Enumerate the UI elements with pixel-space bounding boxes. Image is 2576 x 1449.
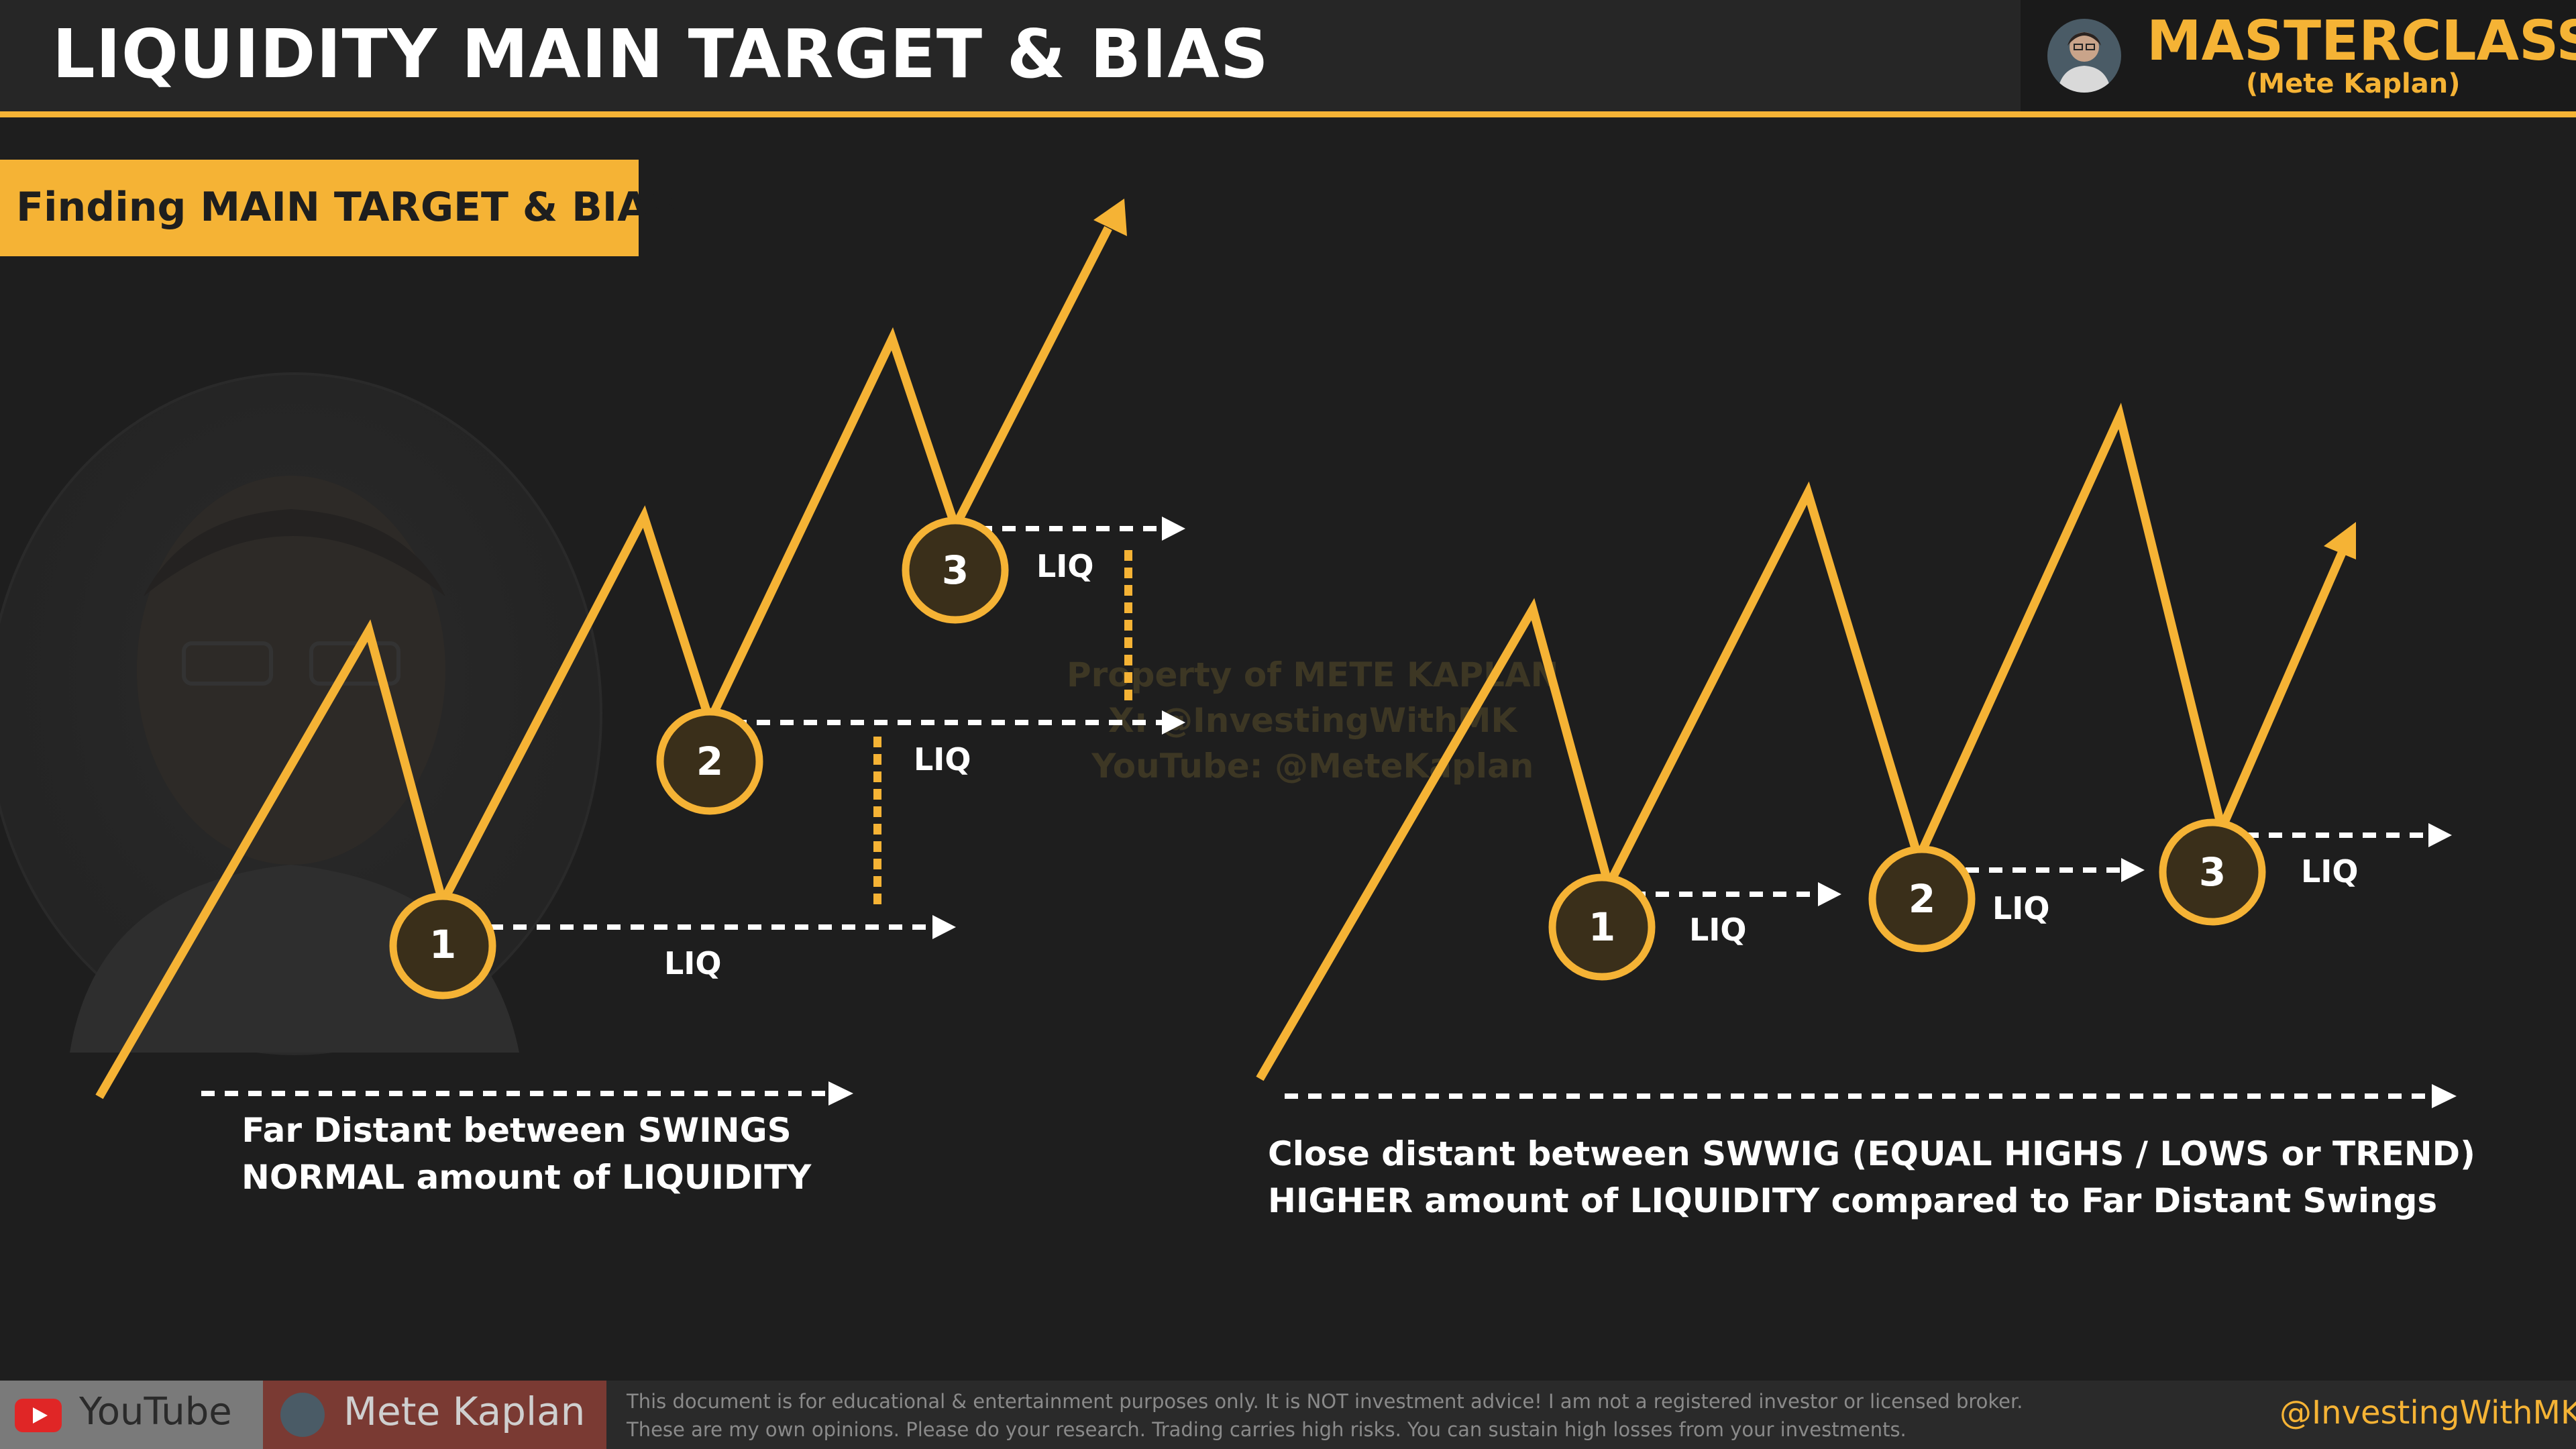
right-caption: Close distant between SWWIG (EQUAL HIGHS… (1268, 1130, 2475, 1224)
brand-subtitle: (Mete Kaplan) (2246, 68, 2461, 99)
left-liq-arrowhead-1 (932, 915, 956, 939)
channel-name[interactable]: Mete Kaplan (343, 1389, 586, 1434)
left-trend-arrow-line (951, 226, 1112, 529)
avatar (2047, 19, 2121, 93)
left-liq-label-1: LIQ (664, 945, 722, 981)
left-liq-label-3: LIQ (1036, 548, 1094, 584)
left-price-path (95, 327, 960, 1099)
social-handle[interactable]: @InvestingWithMK (2279, 1394, 2576, 1432)
right-caption-line-1: Close distant between SWWIG (EQUAL HIGHS… (1268, 1134, 2475, 1173)
disclaimer: This document is for educational & enter… (627, 1387, 2023, 1444)
left-swing-circle-1 (389, 892, 496, 1000)
section-label-text: Finding MAIN TARGET & BIAS (16, 184, 678, 231)
section-label: Finding MAIN TARGET & BIAS (0, 160, 678, 256)
page-title: LIQUIDITY MAIN TARGET & BIAS (52, 15, 1269, 93)
right-timeline-arrowhead (2432, 1084, 2457, 1108)
right-swing-number-2: 2 (1909, 876, 1935, 922)
right-swing-circle-2 (1868, 845, 1976, 953)
liquidity-diagram: 1 2 3 LIQ LIQ LIQ 1 2 3 LIQ LIQ LIQ (95, 199, 2457, 1108)
left-swing-circle-2 (656, 708, 763, 815)
left-swing-number-2: 2 (696, 739, 723, 784)
right-swing-number-3: 3 (2199, 849, 2226, 895)
left-liq-arrowhead-2 (1162, 710, 1185, 735)
right-trend-arrowhead (2324, 522, 2356, 559)
watermark-line: YouTube: @MeteKaplan (1091, 747, 1534, 786)
right-trend-arrow-line (2218, 549, 2347, 830)
left-swing-number-3: 3 (942, 547, 969, 593)
left-caption: Far Distant between SWINGS NORMAL amount… (241, 1107, 812, 1201)
right-price-path (1256, 402, 2226, 1081)
right-liq-label-2: LIQ (1992, 890, 2050, 926)
header-accent-line (0, 111, 2576, 117)
left-timeline-arrowhead (828, 1081, 853, 1106)
left-swing-number-1: 1 (429, 922, 456, 967)
left-caption-line-1: Far Distant between SWINGS (241, 1111, 792, 1150)
right-swing-circle-3 (2159, 818, 2266, 926)
right-liq-arrowhead-1 (1818, 882, 1841, 906)
youtube-label[interactable]: YouTube (79, 1390, 232, 1434)
left-liq-label-2: LIQ (914, 741, 971, 777)
youtube-icon[interactable] (15, 1399, 62, 1432)
right-liq-arrowhead-2 (2121, 858, 2145, 882)
right-swing-number-1: 1 (1589, 904, 1615, 950)
right-liq-label-1: LIQ (1689, 912, 1747, 948)
left-trend-arrowhead (1093, 199, 1127, 236)
avatar (280, 1393, 325, 1437)
right-caption-line-2: HIGHER amount of LIQUIDITY compared to F… (1268, 1181, 2438, 1220)
disclaimer-line-1: This document is for educational & enter… (627, 1390, 2023, 1413)
left-liq-arrowhead-3 (1162, 517, 1185, 541)
right-swing-circle-1 (1548, 873, 1656, 981)
watermark-line: Property of METE KAPLAN (1067, 655, 1559, 694)
brand-title: MASTERCLASS (2147, 9, 2576, 73)
disclaimer-line-2: These are my own opinions. Please do you… (627, 1418, 1907, 1441)
left-caption-line-2: NORMAL amount of LIQUIDITY (241, 1158, 812, 1197)
right-liq-arrowhead-3 (2428, 823, 2452, 847)
right-liq-label-3: LIQ (2301, 853, 2359, 890)
left-swing-circle-3 (902, 517, 1009, 624)
